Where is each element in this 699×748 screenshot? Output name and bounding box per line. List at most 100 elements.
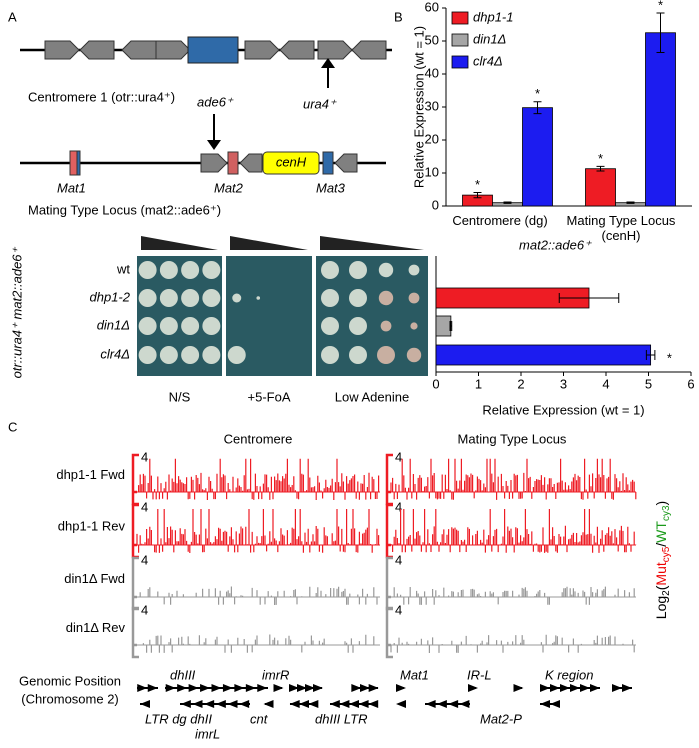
feature-label: Mat1: [400, 667, 429, 682]
locus-arrow: [200, 153, 228, 173]
colony-spot: [380, 320, 392, 332]
feature-arrow: [550, 684, 560, 692]
colony-spot: [349, 261, 367, 279]
feature-label: K region: [545, 667, 593, 682]
colony-spot: [321, 317, 339, 335]
feature-arrow: [222, 684, 233, 692]
ratio-label-part: 2: [661, 590, 672, 596]
feature-arrow: [358, 700, 369, 708]
locus-arrow: [279, 40, 315, 60]
diagram-label: ura4⁺: [303, 96, 337, 111]
locus-arrow: [79, 40, 115, 60]
y-tick-label: 20: [425, 131, 439, 146]
genomic-label: Genomic Position: [19, 673, 121, 688]
track-max-label: 4: [395, 449, 402, 464]
dilution-wedge: [320, 236, 424, 250]
annotation: *: [658, 0, 663, 12]
error-bar: [596, 165, 605, 172]
x-tick-label: 3: [560, 376, 567, 391]
track-signal: [390, 509, 637, 553]
locus-arrow: [239, 153, 263, 173]
colony-spot: [377, 346, 395, 364]
feature-arrow: [540, 684, 550, 692]
track-signal: [139, 586, 378, 605]
x-tick-label: 4: [602, 376, 609, 391]
annotation: *: [535, 86, 540, 101]
track-signal: [390, 458, 637, 500]
colony-spot: [138, 346, 157, 364]
track-axis: [385, 556, 393, 611]
chart-title: mat2::ade6⁺: [519, 237, 592, 252]
colony-spot: [321, 346, 339, 364]
cenH-box: [262, 151, 320, 175]
feature-arrow: [436, 700, 447, 708]
track-max-label: 4: [141, 499, 148, 514]
bar: [522, 107, 553, 207]
colony-spot: [181, 289, 200, 307]
colony-spot: [349, 289, 367, 307]
locus-arrow: [317, 40, 353, 60]
legend-swatch: [451, 33, 469, 47]
colony-spot: [378, 262, 394, 278]
condition-label: Low Adenine: [335, 389, 409, 404]
panel-label: C: [8, 419, 17, 434]
feature-label: imrL: [195, 726, 220, 741]
feature-arrow: [180, 700, 191, 708]
dilution-wedge: [230, 236, 308, 250]
feature-label: Mat2-P: [480, 711, 522, 726]
track-label: dhp1-1 Fwd: [56, 467, 125, 482]
track-label: din1Δ Fwd: [64, 571, 125, 586]
diagram-label: Mat3: [316, 180, 346, 195]
track-label: dhp1-1 Rev: [58, 518, 126, 533]
y-tick-label: 40: [425, 65, 439, 80]
ratio-label-part: cy3: [661, 505, 672, 521]
feature-arrow: [459, 700, 470, 708]
track-signal: [142, 634, 375, 653]
colony-spot: [138, 317, 157, 335]
pointer-head: [207, 140, 221, 150]
track-max-label: 4: [395, 499, 402, 514]
diagram-label: cenH: [276, 154, 307, 169]
strain-label: clr4Δ: [100, 346, 130, 361]
locus-arrow: [351, 40, 387, 60]
feature-arrow: [257, 684, 268, 692]
error-bar: [626, 201, 635, 204]
feature-arrow: [289, 684, 299, 692]
x-tick-label: 2: [517, 376, 524, 391]
colony-spot: [410, 322, 418, 330]
track-signal: [138, 458, 380, 500]
y-axis-label: Relative Expression (wt = 1): [411, 26, 426, 188]
bar: [585, 168, 616, 207]
mat3-box: [322, 151, 334, 175]
feature-arrow: [204, 700, 215, 708]
track-label: din1Δ Rev: [66, 620, 126, 635]
feature-arrow: [396, 684, 406, 692]
track-signal: [390, 634, 635, 653]
feature-arrow: [137, 684, 148, 692]
feature-arrow: [215, 700, 226, 708]
colony-spot: [159, 346, 178, 364]
feature-arrow: [239, 700, 250, 708]
feature-arrow: [289, 700, 300, 708]
track-axis: [385, 606, 393, 659]
diagram-label: Mat1: [57, 180, 86, 195]
feature-arrow: [263, 700, 274, 708]
feature-arrow: [550, 700, 560, 708]
feature-arrow: [622, 684, 632, 692]
colony-spot: [408, 264, 420, 276]
locus-arrow: [334, 153, 358, 173]
legend-swatch: [451, 55, 469, 69]
feature-label: LTR dg dhII: [145, 711, 212, 726]
track-max-label: 4: [395, 552, 402, 567]
track-max-label: 4: [141, 449, 148, 464]
feature-arrow: [468, 684, 478, 692]
legend-swatch: [451, 11, 469, 25]
ratio-label-part: Mut: [653, 562, 669, 585]
side-label: otr::ura4⁺ mat2::ade6⁺: [9, 246, 24, 378]
feature-arrow: [360, 684, 370, 692]
feature-arrow: [425, 700, 436, 708]
feature-arrow: [192, 700, 203, 708]
feature-arrow: [448, 700, 459, 708]
colony-spot: [378, 290, 394, 306]
